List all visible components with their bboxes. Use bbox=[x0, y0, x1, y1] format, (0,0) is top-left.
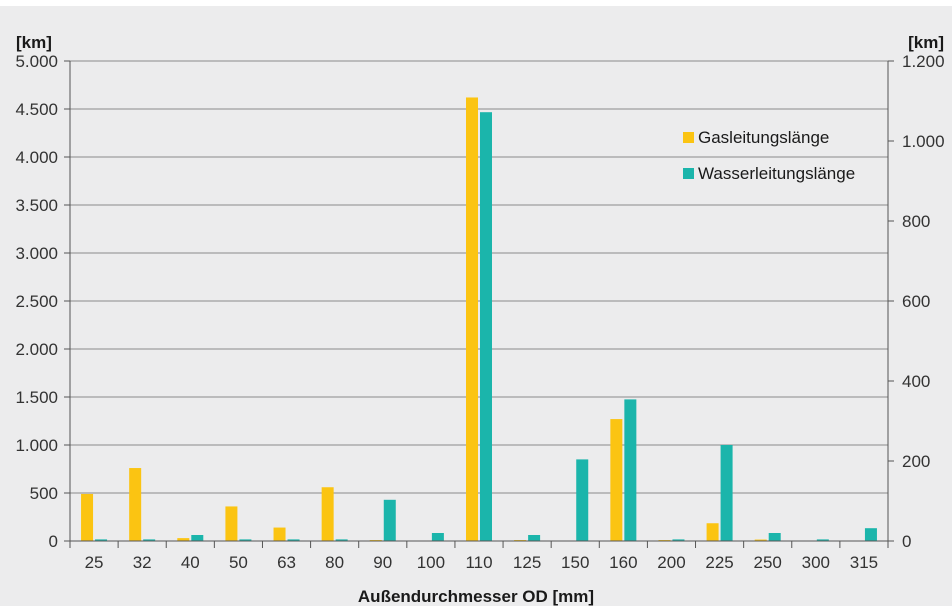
x-tick-label: 90 bbox=[373, 553, 392, 572]
x-tick-label: 40 bbox=[181, 553, 200, 572]
left-tick-label: 4.000 bbox=[15, 148, 58, 167]
x-tick-label: 32 bbox=[133, 553, 152, 572]
left-tick-label: 500 bbox=[30, 484, 58, 503]
left-tick-label: 2.500 bbox=[15, 292, 58, 311]
bar-water bbox=[431, 533, 444, 541]
bar-water bbox=[816, 539, 829, 541]
chart-area: 0 500 1.000 1.500 2.000 2.500 3.000 3.500 4.000 4… bbox=[0, 6, 952, 606]
bar-gas bbox=[466, 97, 478, 541]
gridlines bbox=[70, 60, 888, 494]
legend: Gasleitungslänge Wasserleitungslänge bbox=[683, 128, 855, 183]
x-tick-label: 150 bbox=[561, 553, 589, 572]
bar-chart: 05001.0001.5002.0002.5003.0003.5004.0004… bbox=[15, 33, 944, 606]
right-tick-label: 200 bbox=[902, 452, 930, 471]
bar-water bbox=[768, 533, 781, 541]
x-tick-label: 250 bbox=[754, 553, 782, 572]
x-tick-label: 25 bbox=[85, 553, 104, 572]
x-tick-label: 200 bbox=[657, 553, 685, 572]
right-tick-label: 400 bbox=[902, 372, 930, 391]
bar-water bbox=[239, 539, 252, 541]
right-axis-unit: [km] bbox=[908, 33, 944, 52]
legend-label-water: Wasserleitungslänge bbox=[698, 164, 855, 183]
x-tick-label: 300 bbox=[802, 553, 830, 572]
x-tick-label: 125 bbox=[513, 553, 541, 572]
left-tick-label: 5.000 bbox=[15, 52, 58, 71]
left-tick-label: 2.000 bbox=[15, 340, 58, 359]
right-tick-label: 600 bbox=[902, 292, 930, 311]
bar-gas bbox=[754, 539, 767, 541]
right-tick-label: 1.000 bbox=[902, 132, 945, 151]
bar-gas bbox=[177, 538, 190, 541]
x-tick-label: 50 bbox=[229, 553, 248, 572]
bar-water bbox=[480, 112, 492, 541]
bar-water bbox=[335, 539, 348, 541]
right-tick-label: 800 bbox=[902, 212, 930, 231]
left-tick-label: 1.500 bbox=[15, 388, 58, 407]
axes: 05001.0001.5002.0002.5003.0003.5004.0004… bbox=[15, 52, 944, 572]
right-tick-label: 1.200 bbox=[902, 52, 945, 71]
left-tick-label: 3.000 bbox=[15, 244, 58, 263]
bars bbox=[81, 97, 877, 541]
bar-water bbox=[576, 459, 589, 541]
x-tick-label: 110 bbox=[465, 553, 492, 572]
legend-label-gas: Gasleitungslänge bbox=[698, 128, 829, 147]
left-tick-label: 1.000 bbox=[15, 436, 58, 455]
legend-swatch-water bbox=[683, 168, 694, 179]
left-tick-label: 4.500 bbox=[15, 100, 58, 119]
x-tick-label: 63 bbox=[277, 553, 296, 572]
x-tick-label: 225 bbox=[705, 553, 733, 572]
bar-water bbox=[720, 445, 733, 541]
bar-gas bbox=[321, 487, 334, 541]
right-tick-label: 0 bbox=[902, 532, 911, 551]
bar-gas bbox=[273, 527, 286, 541]
x-tick-label: 80 bbox=[325, 553, 344, 572]
bar-gas bbox=[225, 506, 238, 541]
x-tick-label: 100 bbox=[417, 553, 445, 572]
x-axis-title: Außendurchmesser OD [mm] bbox=[358, 587, 594, 606]
bar-water bbox=[624, 399, 637, 541]
bar-gas bbox=[706, 523, 719, 541]
x-tick-label: 315 bbox=[850, 553, 878, 572]
x-tick-label: 160 bbox=[609, 553, 637, 572]
left-tick-label: 3.500 bbox=[15, 196, 58, 215]
bar-water bbox=[287, 539, 300, 541]
bar-water bbox=[143, 539, 156, 541]
bar-water bbox=[672, 539, 685, 541]
bar-water bbox=[528, 535, 541, 541]
bar-gas bbox=[81, 493, 94, 541]
bar-gas bbox=[129, 468, 142, 541]
left-axis-unit: [km] bbox=[16, 33, 52, 52]
bar-water bbox=[191, 535, 204, 541]
bar-water bbox=[864, 528, 877, 541]
bar-water bbox=[95, 539, 108, 541]
bar-water bbox=[383, 499, 396, 541]
legend-swatch-gas bbox=[683, 132, 694, 143]
left-tick-label: 0 bbox=[49, 532, 58, 551]
bar-gas bbox=[610, 419, 623, 541]
